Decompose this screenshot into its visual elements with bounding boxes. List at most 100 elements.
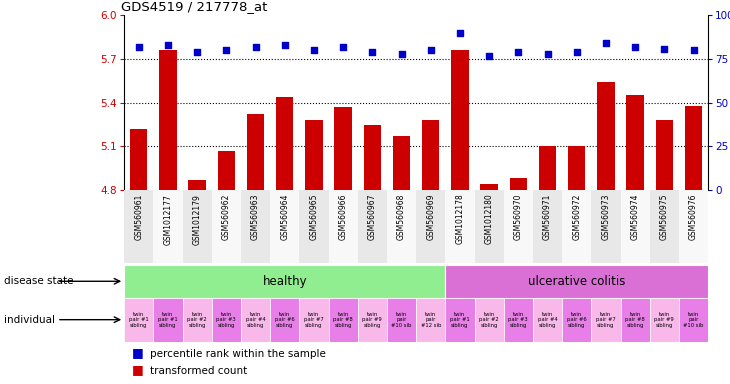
- Point: [133, 44, 145, 50]
- Bar: [445, 298, 475, 342]
- Bar: [358, 190, 387, 263]
- Bar: [445, 190, 475, 263]
- Point: [512, 49, 524, 55]
- Point: [366, 49, 378, 55]
- Text: GSM560962: GSM560962: [222, 194, 231, 240]
- Bar: [153, 190, 182, 263]
- Bar: [299, 190, 328, 263]
- Text: GSM560961: GSM560961: [134, 194, 143, 240]
- Bar: [422, 120, 439, 190]
- Bar: [124, 265, 445, 298]
- Text: GSM560963: GSM560963: [251, 194, 260, 240]
- Point: [454, 30, 466, 36]
- Bar: [299, 298, 328, 342]
- Text: GSM560975: GSM560975: [660, 194, 669, 240]
- Text: GSM560971: GSM560971: [543, 194, 552, 240]
- Text: GSM560964: GSM560964: [280, 194, 289, 240]
- Bar: [568, 146, 585, 190]
- Text: GSM1012180: GSM1012180: [485, 194, 493, 245]
- Text: twin
pair #1
sibling: twin pair #1 sibling: [128, 312, 149, 328]
- Text: ulcerative colitis: ulcerative colitis: [528, 275, 626, 288]
- Text: GSM560968: GSM560968: [397, 194, 406, 240]
- Text: GSM560970: GSM560970: [514, 194, 523, 240]
- Bar: [650, 298, 679, 342]
- Text: GSM560969: GSM560969: [426, 194, 435, 240]
- Text: GSM560966: GSM560966: [339, 194, 347, 240]
- Text: twin
pair
#10 sib: twin pair #10 sib: [683, 312, 704, 328]
- Text: twin
pair #3
sibling: twin pair #3 sibling: [217, 312, 236, 328]
- Point: [542, 51, 553, 57]
- Text: ■: ■: [131, 363, 143, 376]
- Text: twin
pair #7
sibling: twin pair #7 sibling: [596, 312, 616, 328]
- Bar: [270, 190, 299, 263]
- Bar: [416, 298, 445, 342]
- Text: GSM560967: GSM560967: [368, 194, 377, 240]
- Text: GDS4519 / 217778_at: GDS4519 / 217778_at: [121, 0, 268, 13]
- Text: GSM560972: GSM560972: [572, 194, 581, 240]
- Text: GSM560974: GSM560974: [631, 194, 639, 240]
- Bar: [182, 298, 212, 342]
- Point: [191, 49, 203, 55]
- Text: GSM560973: GSM560973: [602, 194, 610, 240]
- Text: twin
pair
#12 sib: twin pair #12 sib: [420, 312, 441, 328]
- Bar: [591, 298, 620, 342]
- Bar: [474, 190, 504, 263]
- Text: percentile rank within the sample: percentile rank within the sample: [150, 349, 326, 359]
- Bar: [241, 298, 270, 342]
- Text: transformed count: transformed count: [150, 366, 247, 376]
- Bar: [182, 190, 212, 263]
- Bar: [504, 190, 533, 263]
- Text: twin
pair #2
sibling: twin pair #2 sibling: [187, 312, 207, 328]
- Bar: [241, 190, 270, 263]
- Point: [425, 47, 437, 53]
- Bar: [626, 96, 644, 190]
- Bar: [620, 190, 650, 263]
- Bar: [247, 114, 264, 190]
- Text: twin
pair #3
sibling: twin pair #3 sibling: [509, 312, 528, 328]
- Text: GSM1012179: GSM1012179: [193, 194, 201, 245]
- Text: twin
pair #6
sibling: twin pair #6 sibling: [566, 312, 587, 328]
- Bar: [533, 298, 562, 342]
- Text: GSM560976: GSM560976: [689, 194, 698, 240]
- Text: twin
pair #9
sibling: twin pair #9 sibling: [654, 312, 675, 328]
- Text: twin
pair #1
sibling: twin pair #1 sibling: [158, 312, 178, 328]
- Bar: [305, 120, 323, 190]
- Bar: [650, 190, 679, 263]
- Text: GSM560965: GSM560965: [310, 194, 318, 240]
- Bar: [218, 151, 235, 190]
- Bar: [153, 298, 182, 342]
- Bar: [539, 146, 556, 190]
- Bar: [124, 190, 153, 263]
- Bar: [679, 298, 708, 342]
- Text: twin
pair #4
sibling: twin pair #4 sibling: [537, 312, 558, 328]
- Bar: [474, 298, 504, 342]
- Text: GSM1012177: GSM1012177: [164, 194, 172, 245]
- Bar: [591, 190, 620, 263]
- Text: twin
pair #2
sibling: twin pair #2 sibling: [479, 312, 499, 328]
- Text: twin
pair #8
sibling: twin pair #8 sibling: [625, 312, 645, 328]
- Text: healthy: healthy: [262, 275, 307, 288]
- Point: [220, 47, 232, 53]
- Bar: [276, 97, 293, 190]
- Text: twin
pair
#10 sib: twin pair #10 sib: [391, 312, 412, 328]
- Text: twin
pair #6
sibling: twin pair #6 sibling: [274, 312, 295, 328]
- Text: twin
pair #8
sibling: twin pair #8 sibling: [333, 312, 353, 328]
- Point: [483, 53, 495, 59]
- Bar: [533, 190, 562, 263]
- Bar: [510, 179, 527, 190]
- Bar: [159, 50, 177, 190]
- Bar: [562, 298, 591, 342]
- Bar: [387, 190, 416, 263]
- Bar: [451, 50, 469, 190]
- Bar: [364, 124, 381, 190]
- Bar: [328, 190, 358, 263]
- Bar: [212, 190, 241, 263]
- Text: ■: ■: [131, 346, 143, 359]
- Point: [600, 40, 612, 46]
- Text: twin
pair #4
sibling: twin pair #4 sibling: [245, 312, 266, 328]
- Bar: [212, 298, 241, 342]
- Bar: [562, 190, 591, 263]
- Point: [658, 45, 670, 51]
- Point: [308, 47, 320, 53]
- Bar: [480, 184, 498, 190]
